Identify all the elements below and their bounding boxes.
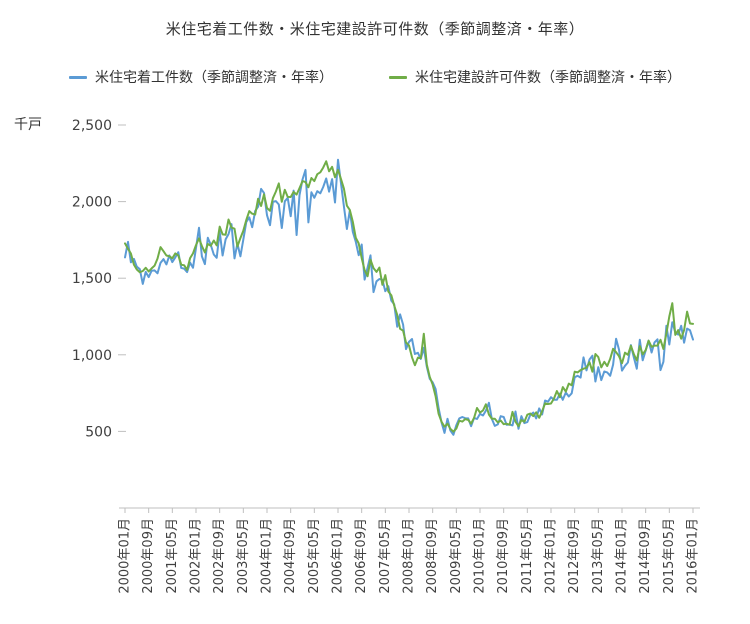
x-tick-label: 2014年01月 [615, 518, 630, 594]
chart-legend: 米住宅着工件数（季節調整済・年率） 米住宅建設許可件数（季節調整済・年率） [0, 67, 750, 87]
x-tick-label: 2016年01月 [686, 518, 701, 594]
starts-series-line [124, 158, 694, 436]
x-tick-label: 2004年01月 [260, 518, 275, 594]
x-tick-label: 2015年05月 [662, 518, 677, 594]
x-tick-label: 2004年09月 [283, 518, 298, 594]
x-tick-label: 2012年01月 [544, 518, 559, 594]
x-tick-label: 2002年09月 [212, 518, 227, 594]
y-tick-label: 1,500 [72, 271, 112, 287]
x-tick-label: 2007年05月 [378, 518, 393, 594]
y-tick-label: 1,000 [72, 348, 112, 364]
x-tick-label: 2005年05月 [307, 518, 322, 594]
legend-item-starts: 米住宅着工件数（季節調整済・年率） [69, 67, 333, 87]
y-tick-label: 2,000 [72, 195, 112, 211]
legend-label-permits: 米住宅建設許可件数（季節調整済・年率） [415, 70, 681, 86]
chart-title: 米住宅着工件数・米住宅建設許可件数（季節調整済・年率） [165, 20, 585, 38]
x-tick-label: 2003年05月 [236, 518, 251, 594]
x-tick-label: 2013年05月 [591, 518, 606, 594]
x-tick-label: 2011年05月 [520, 518, 535, 594]
y-axis-unit-label: 千戸 [14, 117, 42, 133]
x-tick-label: 2008年01月 [402, 518, 417, 594]
x-tick-label: 2014年09月 [638, 518, 653, 594]
x-tick-label: 2001年05月 [165, 518, 180, 594]
x-tick-label: 2000年09月 [141, 518, 156, 594]
x-tick-label: 2009年05月 [449, 518, 464, 594]
y-tick-label: 500 [85, 424, 112, 440]
x-tick-label: 2008年09月 [425, 518, 440, 594]
legend-item-permits: 米住宅建設許可件数（季節調整済・年率） [389, 67, 681, 87]
x-tick-label: 2010年01月 [473, 518, 488, 594]
starts-line-swatch-icon [69, 75, 87, 79]
permits-series-line [124, 160, 694, 433]
x-tick-label: 2006年01月 [331, 518, 346, 594]
x-tick-label: 2002年01月 [189, 518, 204, 594]
x-tick-label: 2012年09月 [567, 518, 582, 594]
permits-line-swatch-icon [389, 75, 407, 79]
legend-label-starts: 米住宅着工件数（季節調整済・年率） [95, 70, 333, 86]
x-tick-label: 2006年09月 [354, 518, 369, 594]
y-tick-label: 2,500 [72, 118, 112, 134]
x-tick-label: 2010年09月 [496, 518, 511, 594]
x-tick-label: 2000年01月 [118, 518, 133, 594]
